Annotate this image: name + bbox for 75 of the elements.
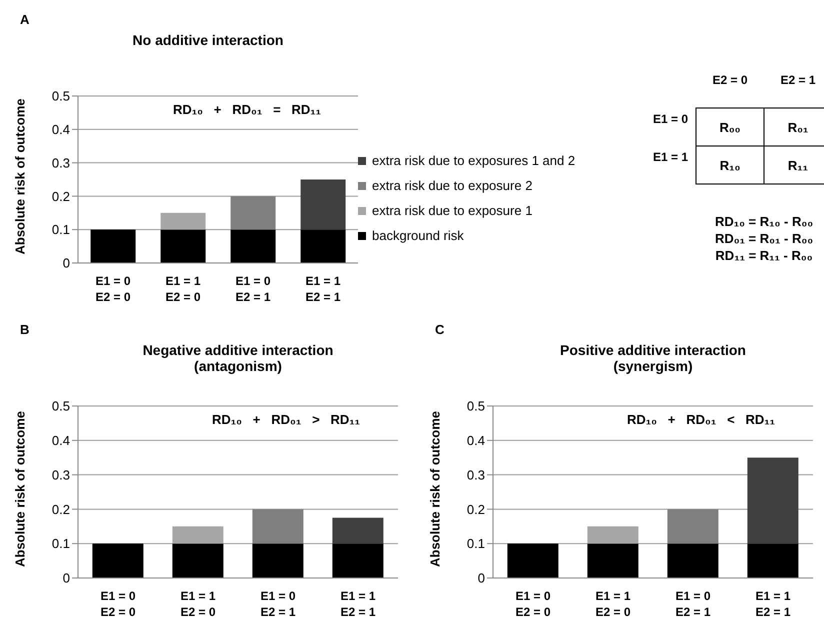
y-axis-title: Absolute risk of outcome [12, 410, 28, 567]
x-tick-label: E1 = 0 E2 = 1 [675, 589, 711, 619]
bar [300, 180, 346, 230]
y-axis-title: Absolute risk of outcome [12, 98, 28, 254]
x-tick-label: E1 = 1 E2 = 1 [340, 589, 376, 619]
y-tick-label: 0.3 [52, 155, 70, 170]
annotation: RD₁₀ + RD₀₁ > RD₁₁ [210, 412, 362, 427]
x-tick-label: E1 = 0 E2 = 0 [95, 274, 131, 304]
y-tick-label: 0.2 [466, 502, 485, 517]
y-tick-label: 0.2 [52, 188, 70, 204]
x-tick-label: E1 = 1 E2 = 0 [165, 274, 201, 304]
bar [230, 196, 276, 230]
text: RD₁₁ = R₁₁ - R₀₀ [715, 248, 813, 263]
category-label: E2 = 1 [780, 73, 816, 87]
annotation: RD₁₀ + RD₀₁ < RD₁₁ [626, 412, 776, 427]
legend-label: background risk [372, 228, 464, 243]
chart-title: No additive interaction [132, 32, 284, 48]
bar [587, 544, 638, 578]
bar [332, 518, 384, 544]
text: A [20, 12, 30, 27]
x-tick-label: E1 = 0 E2 = 1 [260, 589, 296, 619]
y-tick-label: 0.3 [52, 467, 70, 482]
chart-title: Negative additive interaction (antagonism) [142, 342, 334, 374]
chart-title: Positive additive interaction (synergism) [559, 342, 747, 374]
x-tick-label: E1 = 0 E2 = 1 [235, 274, 271, 304]
category-label: E2 = 0 [712, 73, 748, 87]
x-tick-label: E1 = 0 E2 = 0 [100, 589, 136, 619]
text: RD₁₀ = R₁₀ - R₀₀ [714, 214, 814, 229]
bar [90, 230, 136, 263]
y-tick-label: 0 [62, 256, 70, 271]
bar [172, 544, 224, 578]
bar [667, 509, 718, 544]
text: B [20, 322, 30, 337]
text: RD₀₁ = R₀₁ - R₀₀ [714, 231, 814, 246]
category-label: E1 = 1 [652, 150, 688, 164]
y-tick-label: 0.4 [52, 433, 70, 448]
bar [252, 544, 304, 578]
y-tick-label: 0 [62, 570, 70, 586]
bar [747, 544, 798, 578]
legend-label: extra risk due to exposures 1 and 2 [372, 153, 576, 168]
x-tick-label: E1 = 1 E2 = 0 [180, 589, 216, 619]
bar [332, 544, 384, 578]
legend-label: extra risk due to exposure 2 [372, 178, 532, 193]
bar [92, 544, 144, 578]
text: R₁₀ [720, 158, 740, 173]
bar [230, 230, 276, 263]
category-label: E1 = 0 [652, 112, 688, 126]
legend-label: extra risk due to exposure 1 [372, 203, 532, 218]
x-tick-label: E1 = 1 E2 = 1 [305, 274, 341, 304]
x-tick-label: E1 = 1 E2 = 0 [595, 589, 631, 619]
y-tick-label: 0.1 [52, 536, 70, 552]
text: R₁₁ [788, 158, 808, 173]
bar [507, 544, 558, 578]
y-tick-label: 0.1 [466, 536, 485, 552]
y-tick-label: 0.5 [466, 398, 485, 414]
text: C [435, 322, 444, 337]
y-tick-label: 0.4 [52, 122, 70, 138]
x-tick-label: E1 = 0 E2 = 0 [515, 589, 551, 619]
x-tick-label: E1 = 1 E2 = 1 [755, 589, 791, 619]
text: R₀₀ [719, 120, 741, 135]
y-axis-title: Absolute risk of outcome [428, 410, 443, 567]
y-tick-label: 0.4 [466, 433, 485, 448]
y-tick-label: 0.5 [52, 88, 70, 104]
bar [747, 458, 798, 544]
bar [252, 509, 304, 544]
y-tick-label: 0.2 [52, 502, 70, 517]
bar [300, 230, 346, 263]
y-tick-label: 0 [478, 570, 485, 586]
bar [667, 544, 718, 578]
annotation: RD₁₀ + RD₀₁ = RD₁₁ [172, 102, 322, 117]
text: R₀₁ [788, 120, 808, 135]
bar [160, 230, 206, 263]
y-tick-label: 0.3 [466, 467, 485, 482]
y-tick-label: 0.1 [52, 222, 70, 238]
y-tick-label: 0.5 [52, 398, 70, 414]
